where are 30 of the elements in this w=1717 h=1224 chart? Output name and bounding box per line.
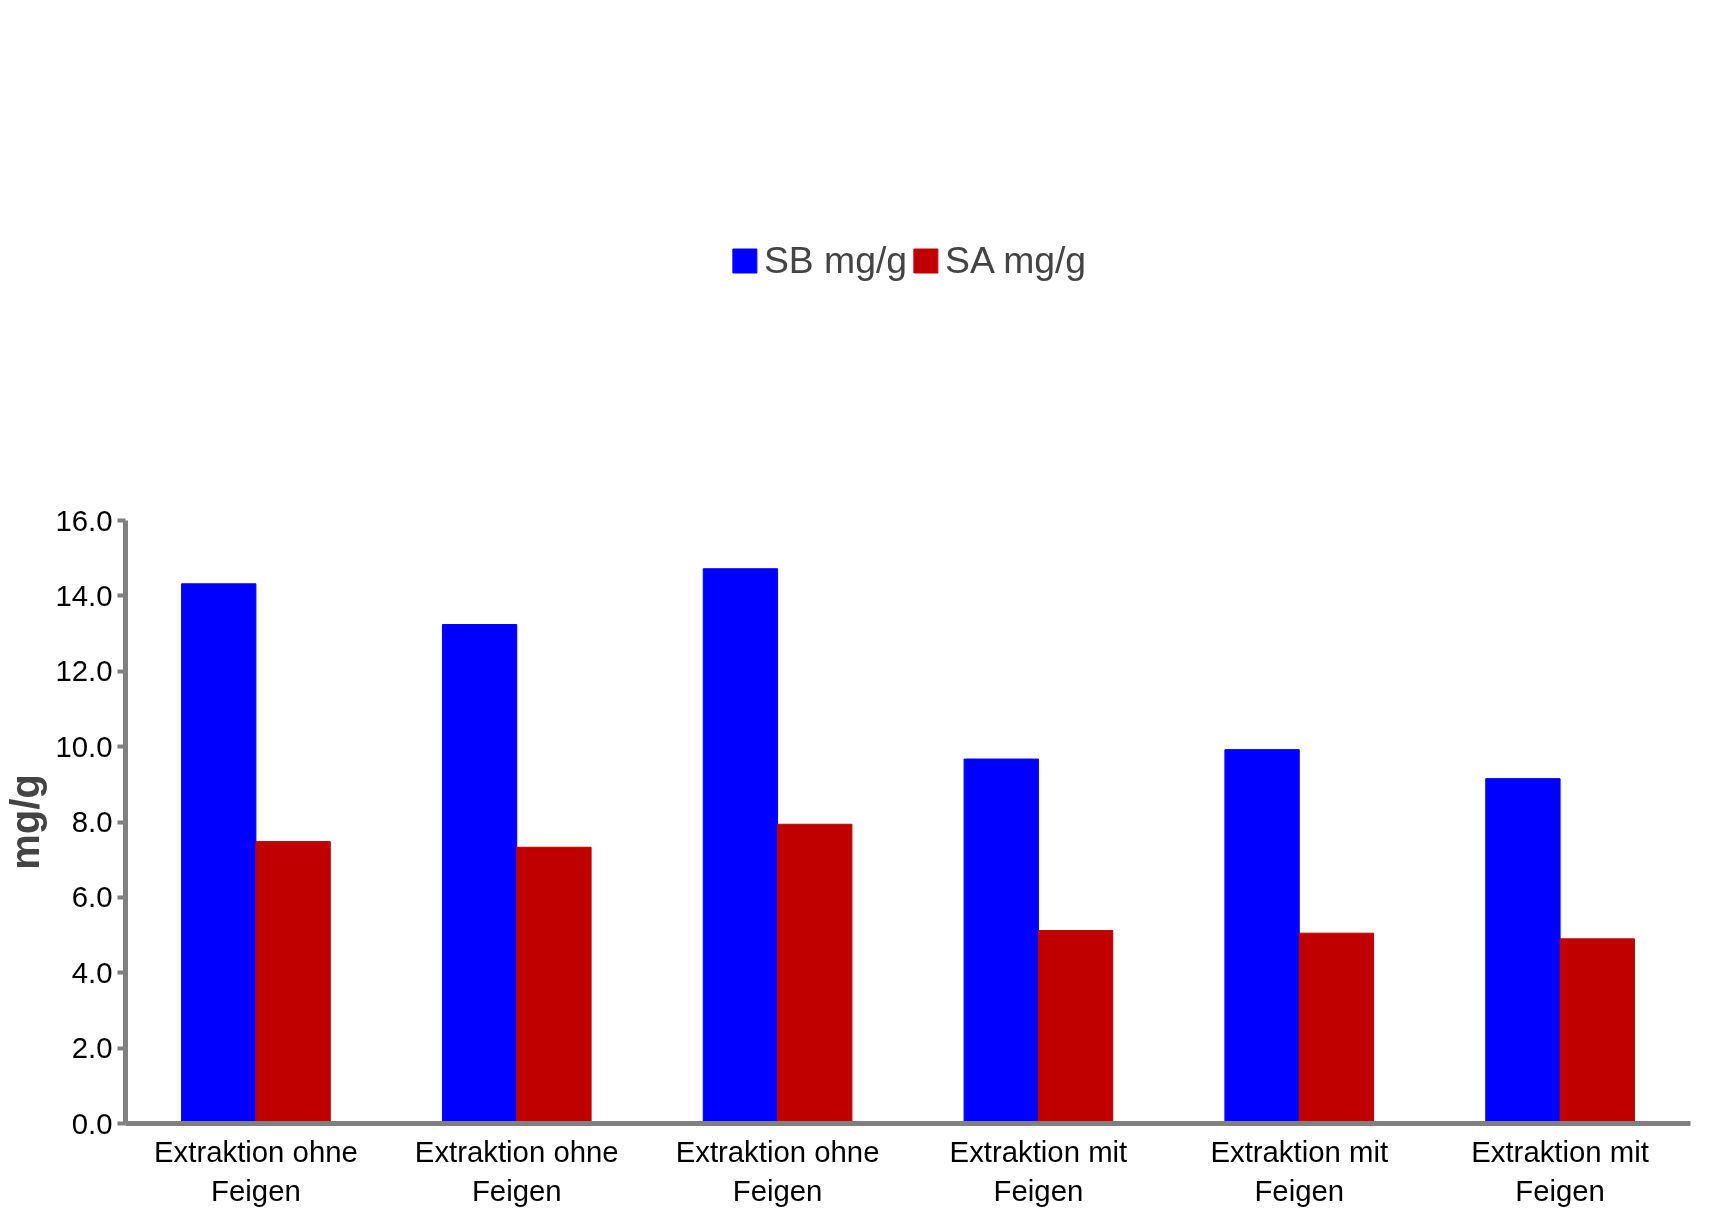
legend-label: SB mg/g [763,238,908,282]
x-tick-label: Extraktion mit Feigen [1210,1134,1389,1208]
y-tick-label: 14.0 [55,578,113,612]
y-tick-label: 0.0 [71,1106,113,1140]
y-tick-label: 12.0 [55,654,113,688]
y-tick-label: 16.0 [55,503,113,537]
x-tick-label: Extraktion mit Feigen [949,1134,1128,1208]
bar [1485,778,1561,1124]
bar [1298,932,1375,1124]
x-tick-label: Extraktion ohne Feigen [154,1134,358,1208]
bar [181,583,257,1124]
y-tick-label: 6.0 [71,880,113,914]
legend-label: SA mg/g [945,238,1087,282]
y-tick-label: 4.0 [71,955,113,989]
bar [777,823,853,1124]
bar [702,568,779,1124]
bar [1559,938,1635,1124]
x-tick-label: Extraktion ohne Feigen [675,1134,880,1208]
bar [963,758,1039,1124]
x-tick-label: Extraktion ohne Feigen [414,1134,619,1208]
y-tick-label: 10.0 [55,729,113,763]
bar [255,841,331,1124]
x-tick-label: Extraktion mit Feigen [1471,1134,1649,1208]
bar [1037,930,1114,1124]
bar [441,624,518,1124]
y-tick-label: 8.0 [71,805,113,838]
y-tick-label: 2.0 [71,1031,113,1065]
bar [516,846,592,1124]
y-axis-title: mg/g [3,774,48,870]
bar [1224,749,1300,1124]
